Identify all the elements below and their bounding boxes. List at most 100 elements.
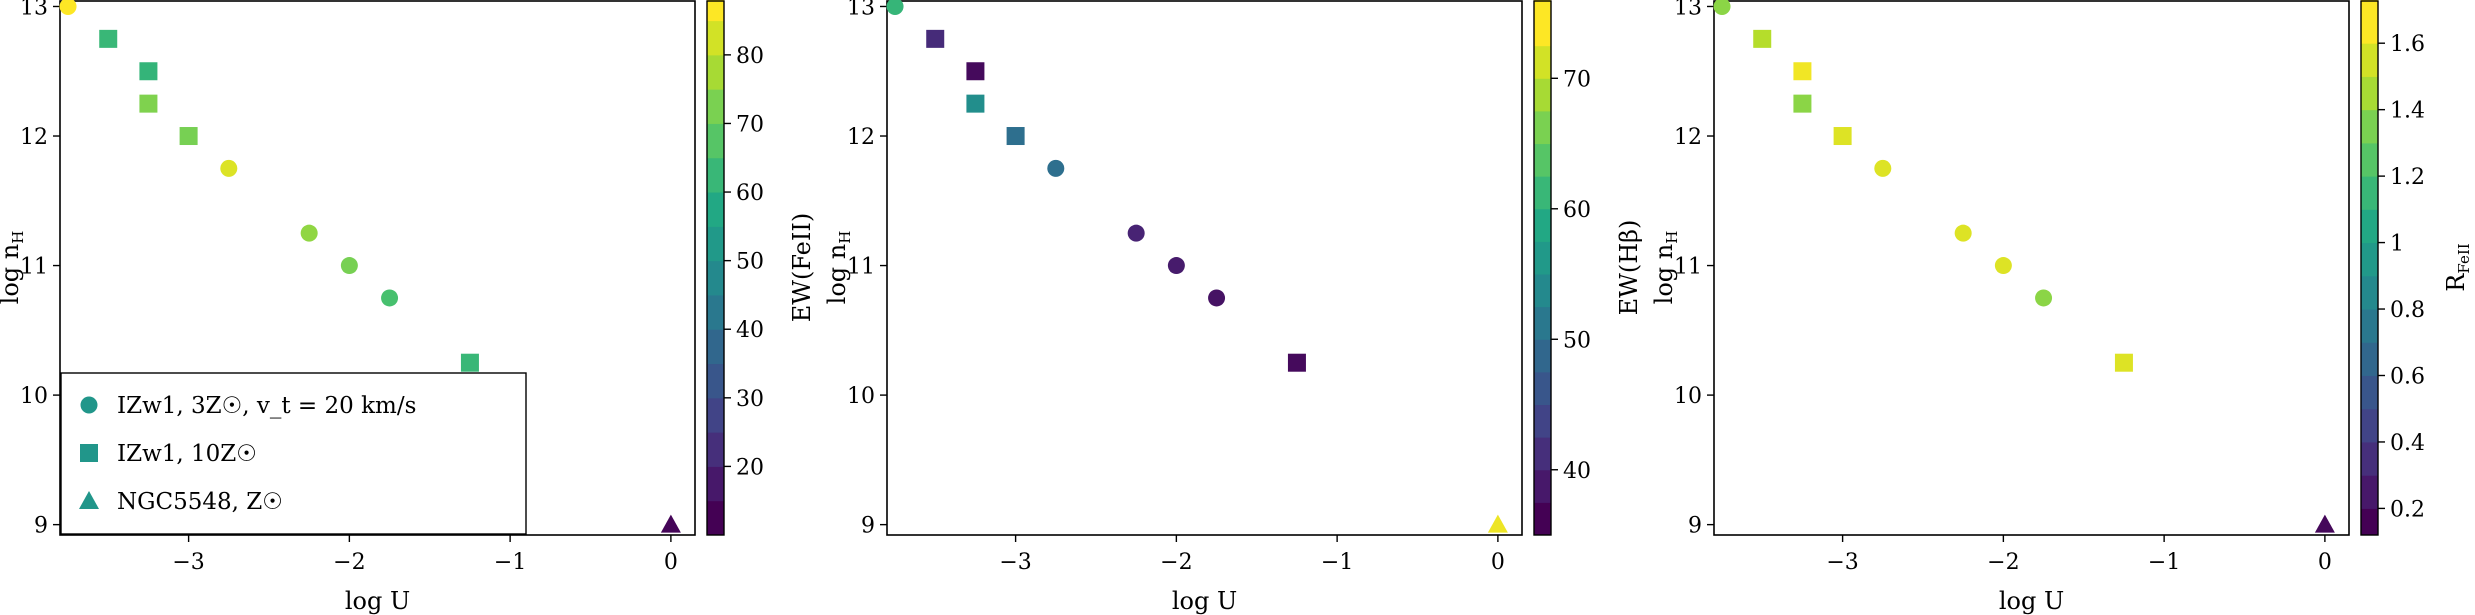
colorbar-segment [2361,475,2378,509]
colorbar-label: EW(Hβ) [1615,220,1643,316]
colorbar-segment [2361,275,2378,310]
colorbar-segment [1534,176,1551,210]
data-point [139,94,158,113]
colorbar-segment [707,157,724,193]
y-tick-label: 12 [20,125,48,150]
plot-area [1713,0,2350,536]
data-point [300,224,318,242]
colorbar-segment [707,20,724,56]
y-tick-label: 10 [20,384,48,409]
colorbar-segment [2361,441,2378,476]
colorbar-tick-label: 50 [1563,328,1591,353]
colorbar-segment [707,54,724,90]
colorbar-segment [2361,0,2378,44]
colorbar-segment [2361,142,2378,177]
data-point [660,514,681,533]
colorbar-segment [1534,437,1551,471]
x-tick-label: −3 [172,550,204,575]
legend: IZw1, 3Z☉, v_t = 20 km/s IZw1, 10Z☉ NGC554… [60,372,527,535]
colorbar-segment [1534,143,1551,177]
colorbar-segment [2361,76,2378,111]
x-tick-label: −2 [1987,550,2019,575]
colorbar-segment [2361,309,2378,343]
colorbar-frame [706,0,725,536]
colorbar-label: RFeII [2442,243,2473,291]
data-point [966,94,985,113]
data-point [1833,127,1852,146]
y-tick-label: 13 [847,0,875,20]
colorbar-tick-label: 1 [2390,232,2404,257]
data-point [179,127,198,146]
data-point [460,353,479,372]
panel-2: −3 −2 −1 0 9 10 11 12 13 log U log nH 40 50 60 70 EW(Hβ… [823,0,1643,615]
colorbar-segment [1534,306,1551,340]
colorbar-segment [2361,209,2378,244]
colorbar-tick-label: 20 [736,455,764,480]
x-tick-label: −2 [333,550,365,575]
series-circle [59,0,399,307]
data-point [139,62,158,81]
colorbar-segment [707,226,724,262]
legend-box [60,372,527,535]
colorbar-segment [1534,404,1551,438]
series-square [99,29,479,372]
colorbar-segment [707,89,724,124]
legend-marker-triangle [79,491,99,509]
colorbar-tick-label: 1.6 [2390,32,2425,57]
colorbar-segment [1534,208,1551,242]
data-point [220,159,238,177]
colorbar-tick-label: 40 [1563,459,1591,484]
data-point [1487,514,1508,533]
colorbar-segment [2361,375,2378,410]
data-point [886,0,904,15]
colorbar-segment [2361,408,2378,443]
data-point [2035,289,2053,307]
colorbar-segment [2361,43,2378,77]
y-tick-label: 12 [847,125,875,150]
y-tick-label: 10 [847,384,875,409]
data-point [1006,127,1025,146]
colorbar-tick-label: 40 [736,318,764,343]
colorbar-tick-label: 80 [736,44,764,69]
data-point [381,289,399,307]
colorbar-segment [707,123,724,159]
data-point [1208,289,1226,307]
series-circle [1713,0,2053,307]
data-point [1753,29,1772,48]
colorbar-segment [707,500,724,536]
series-circle [886,0,1226,307]
data-point [1287,353,1306,372]
colorbar-frame [1533,0,1552,536]
series-triangle [660,514,681,533]
data-point [2314,514,2335,533]
y-tick-label: 13 [20,0,48,20]
colorbar-segment [2361,342,2378,376]
colorbar: 20 30 40 50 60 70 80 EW(FeII) [706,0,816,536]
colorbar-segment [707,0,724,22]
data-point [99,29,118,48]
colorbar-tick-label: 1.2 [2390,165,2425,190]
colorbar-segment [1534,45,1551,79]
data-point [1994,257,2012,275]
data-point [1047,159,1065,177]
y-tick-label: 11 [1674,255,1702,280]
x-tick-label: 0 [664,550,678,575]
colorbar-segment [2361,508,2378,536]
colorbar-segment [1534,241,1551,275]
x-axis-label: log U [345,587,410,615]
colorbar-segment [1534,371,1551,406]
colorbar-segment [1534,502,1551,536]
x-tick-label: −2 [1160,550,1192,575]
colorbar-tick-label: 0.6 [2390,364,2425,389]
y-axis-label: log nH [0,231,27,305]
colorbar-segment [1534,110,1551,145]
data-point [1713,0,1731,15]
y-tick-label: 11 [847,255,875,280]
y-tick-label: 9 [861,514,875,539]
x-tick-label: 0 [1491,550,1505,575]
data-point [926,29,945,48]
series-triangle [1487,514,1508,533]
colorbar-segment [707,329,724,365]
colorbar-segment [1534,274,1551,308]
